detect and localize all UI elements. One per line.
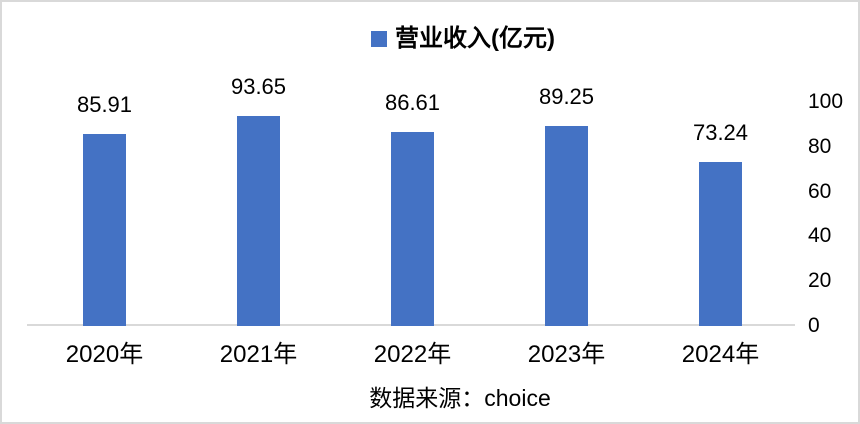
y-axis-tick-20: 20: [808, 269, 832, 293]
legend: 营业收入(亿元): [35, 25, 858, 52]
y-axis-tick-80: 80: [808, 134, 832, 158]
x-axis-label-2021年: 2021年: [219, 341, 298, 368]
y-axis-tick-100: 100: [808, 90, 844, 113]
x-axis-label-2024年: 2024年: [681, 341, 760, 368]
x-axis-label-2022年: 2022年: [373, 341, 452, 368]
data-label-2024年: 73.24: [692, 119, 749, 145]
legend-swatch-icon: [371, 31, 387, 47]
bar-2024年: [699, 161, 742, 326]
bar-2023年: [545, 126, 588, 326]
data-label-2020年: 85.91: [76, 91, 133, 117]
source-caption: 数据来源：choice: [369, 385, 551, 411]
bar-2020年: [83, 133, 126, 326]
x-axis-label-2023年: 2023年: [527, 341, 606, 368]
legend-label: 营业收入(亿元): [395, 25, 555, 52]
bar-2021年: [237, 116, 280, 326]
y-axis-tick-60: 60: [808, 179, 832, 203]
bar-2022年: [391, 131, 434, 326]
y-axis-tick-40: 40: [808, 224, 832, 248]
data-label-2021年: 93.65: [230, 74, 287, 100]
data-label-2022年: 86.61: [384, 89, 441, 115]
data-label-2023年: 89.25: [538, 84, 595, 110]
x-axis-label-2020年: 2020年: [65, 341, 144, 368]
y-axis-tick-0: 0: [808, 314, 820, 337]
